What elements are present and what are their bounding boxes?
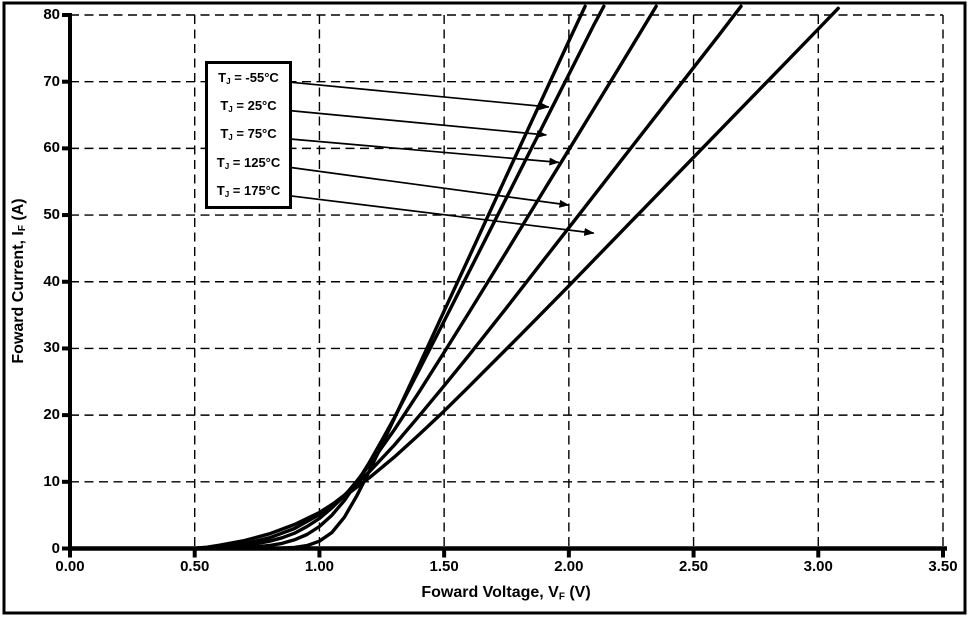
legend-item-value: = 25°C xyxy=(232,98,277,114)
legend-item-125C: TJ = 125°C xyxy=(217,156,281,171)
x-axis-title: Foward Voltage, VF (V) xyxy=(306,584,706,602)
series-curve-175C xyxy=(68,6,840,551)
legend-item-symbol: T xyxy=(220,126,229,142)
legend-item--55C: TJ = -55°C xyxy=(218,71,279,86)
legend-item-value: = 175°C xyxy=(229,183,281,199)
legend-item-subscript: J xyxy=(228,105,233,115)
y-tick-label: 80 xyxy=(43,6,60,23)
y-tick-label: 0 xyxy=(51,539,60,557)
y-tick-label: 20 xyxy=(43,406,60,424)
legend-item-subscript: J xyxy=(226,76,231,86)
legend-callout-arrow-75C xyxy=(289,138,560,166)
legend-item-value: = -55°C xyxy=(230,69,279,85)
legend-item-175C: TJ = 175°C xyxy=(217,184,281,199)
legend-item-symbol: T xyxy=(216,183,225,199)
legend-item-25C: TJ = 25°C xyxy=(220,99,276,114)
legend-box: TJ = -55°C TJ = 25°C TJ = 75°C TJ = 125°C TJ… xyxy=(205,61,292,209)
y-tick-label: 30 xyxy=(43,339,60,357)
y-tick-label: 40 xyxy=(43,272,60,290)
x-axis-title-subscript: F xyxy=(558,591,565,603)
x-tick-label: 2.00 xyxy=(554,558,584,575)
x-tick-label: 3.50 xyxy=(928,558,958,575)
legend-item-subscript: J xyxy=(224,161,230,171)
y-axis-title-subscript: F xyxy=(17,225,29,232)
x-tick-label: 0.50 xyxy=(180,558,210,575)
x-tick-label: 0.00 xyxy=(55,558,85,575)
x-axis-title-text: Foward Voltage, V xyxy=(421,584,559,601)
legend-callout-arrow-25C xyxy=(289,109,547,139)
series-curve-25C xyxy=(68,4,606,551)
series-curve-125C xyxy=(68,4,743,551)
legend-callout-arrow--55C xyxy=(289,81,550,111)
legend-callout-arrow-125C xyxy=(289,166,570,208)
x-tick-label: 3.00 xyxy=(803,558,833,575)
legend-item-symbol: T xyxy=(216,154,225,170)
legend-item-value: = 125°C xyxy=(229,154,281,170)
legend-item-symbol: T xyxy=(218,69,227,85)
legend-item-75C: TJ = 75°C xyxy=(220,127,276,142)
x-axis-title-unit: (V) xyxy=(564,584,591,601)
y-tick-label: 50 xyxy=(43,206,60,224)
gridlines xyxy=(70,14,944,549)
legend-item-subscript: J xyxy=(224,190,230,200)
legend-callout-arrow-175C xyxy=(289,194,595,236)
y-tick-label: 70 xyxy=(43,72,60,90)
legend-item-symbol: T xyxy=(220,98,229,114)
x-tick-label: 1.50 xyxy=(429,558,459,575)
series-curve--55C xyxy=(68,4,587,551)
y-tick-label: 10 xyxy=(43,472,60,490)
legend-item-subscript: J xyxy=(228,133,233,143)
legend-item-value: = 75°C xyxy=(232,126,277,142)
x-tick-label: 1.00 xyxy=(304,558,335,575)
x-tick-label: 2.50 xyxy=(678,558,709,575)
y-tick-label: 60 xyxy=(43,139,60,157)
